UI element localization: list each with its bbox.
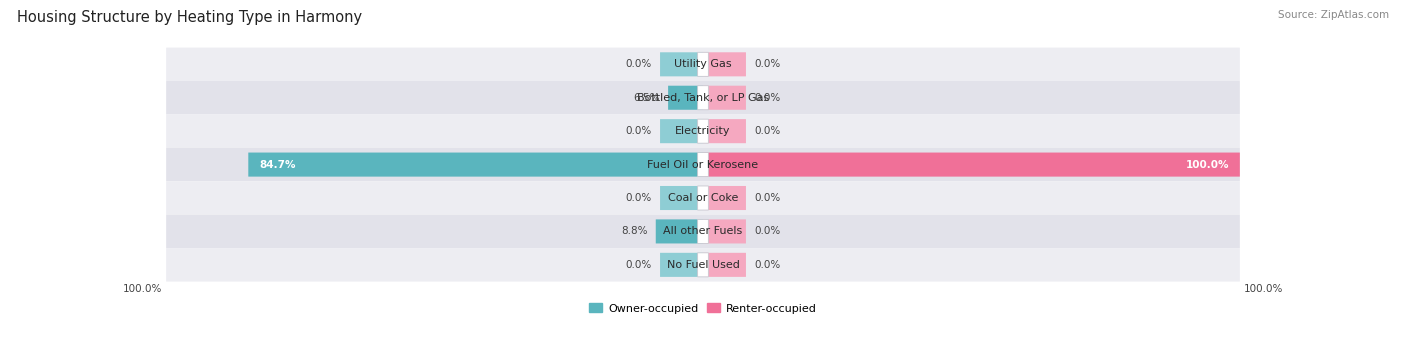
FancyBboxPatch shape [166,48,1240,81]
Text: 0.0%: 0.0% [754,226,780,236]
Text: 100.0%: 100.0% [124,284,163,294]
FancyBboxPatch shape [697,86,709,110]
FancyBboxPatch shape [166,81,1240,115]
Text: 84.7%: 84.7% [259,160,295,169]
FancyBboxPatch shape [659,52,703,76]
Text: 0.0%: 0.0% [626,126,652,136]
Text: Coal or Coke: Coal or Coke [668,193,738,203]
Text: 0.0%: 0.0% [754,59,780,69]
Text: Housing Structure by Heating Type in Harmony: Housing Structure by Heating Type in Har… [17,10,361,25]
FancyBboxPatch shape [659,253,703,277]
Text: 0.0%: 0.0% [626,59,652,69]
FancyBboxPatch shape [703,219,747,243]
Legend: Owner-occupied, Renter-occupied: Owner-occupied, Renter-occupied [585,299,821,318]
Text: 0.0%: 0.0% [626,260,652,270]
FancyBboxPatch shape [697,219,709,243]
Text: 100.0%: 100.0% [1243,284,1282,294]
Text: No Fuel Used: No Fuel Used [666,260,740,270]
Text: 0.0%: 0.0% [626,193,652,203]
Text: All other Fuels: All other Fuels [664,226,742,236]
FancyBboxPatch shape [659,186,703,210]
FancyBboxPatch shape [697,253,709,277]
FancyBboxPatch shape [166,248,1240,282]
Text: 0.0%: 0.0% [754,260,780,270]
FancyBboxPatch shape [703,152,1240,177]
Text: Utility Gas: Utility Gas [675,59,731,69]
FancyBboxPatch shape [655,219,703,243]
FancyBboxPatch shape [703,86,747,110]
FancyBboxPatch shape [697,52,709,76]
Text: 0.0%: 0.0% [754,126,780,136]
Text: 100.0%: 100.0% [1185,160,1229,169]
FancyBboxPatch shape [697,186,709,210]
Text: 0.0%: 0.0% [754,193,780,203]
FancyBboxPatch shape [166,115,1240,148]
FancyBboxPatch shape [249,152,703,177]
FancyBboxPatch shape [703,119,747,143]
FancyBboxPatch shape [697,152,709,177]
FancyBboxPatch shape [659,119,703,143]
FancyBboxPatch shape [166,181,1240,215]
FancyBboxPatch shape [166,215,1240,248]
FancyBboxPatch shape [668,86,703,110]
Text: 8.8%: 8.8% [621,226,648,236]
Text: Fuel Oil or Kerosene: Fuel Oil or Kerosene [647,160,759,169]
FancyBboxPatch shape [703,186,747,210]
FancyBboxPatch shape [166,148,1240,181]
FancyBboxPatch shape [703,253,747,277]
Text: 0.0%: 0.0% [754,93,780,103]
Text: Source: ZipAtlas.com: Source: ZipAtlas.com [1278,10,1389,20]
FancyBboxPatch shape [697,119,709,143]
Text: 6.5%: 6.5% [634,93,659,103]
Text: Electricity: Electricity [675,126,731,136]
FancyBboxPatch shape [703,52,747,76]
Text: Bottled, Tank, or LP Gas: Bottled, Tank, or LP Gas [637,93,769,103]
